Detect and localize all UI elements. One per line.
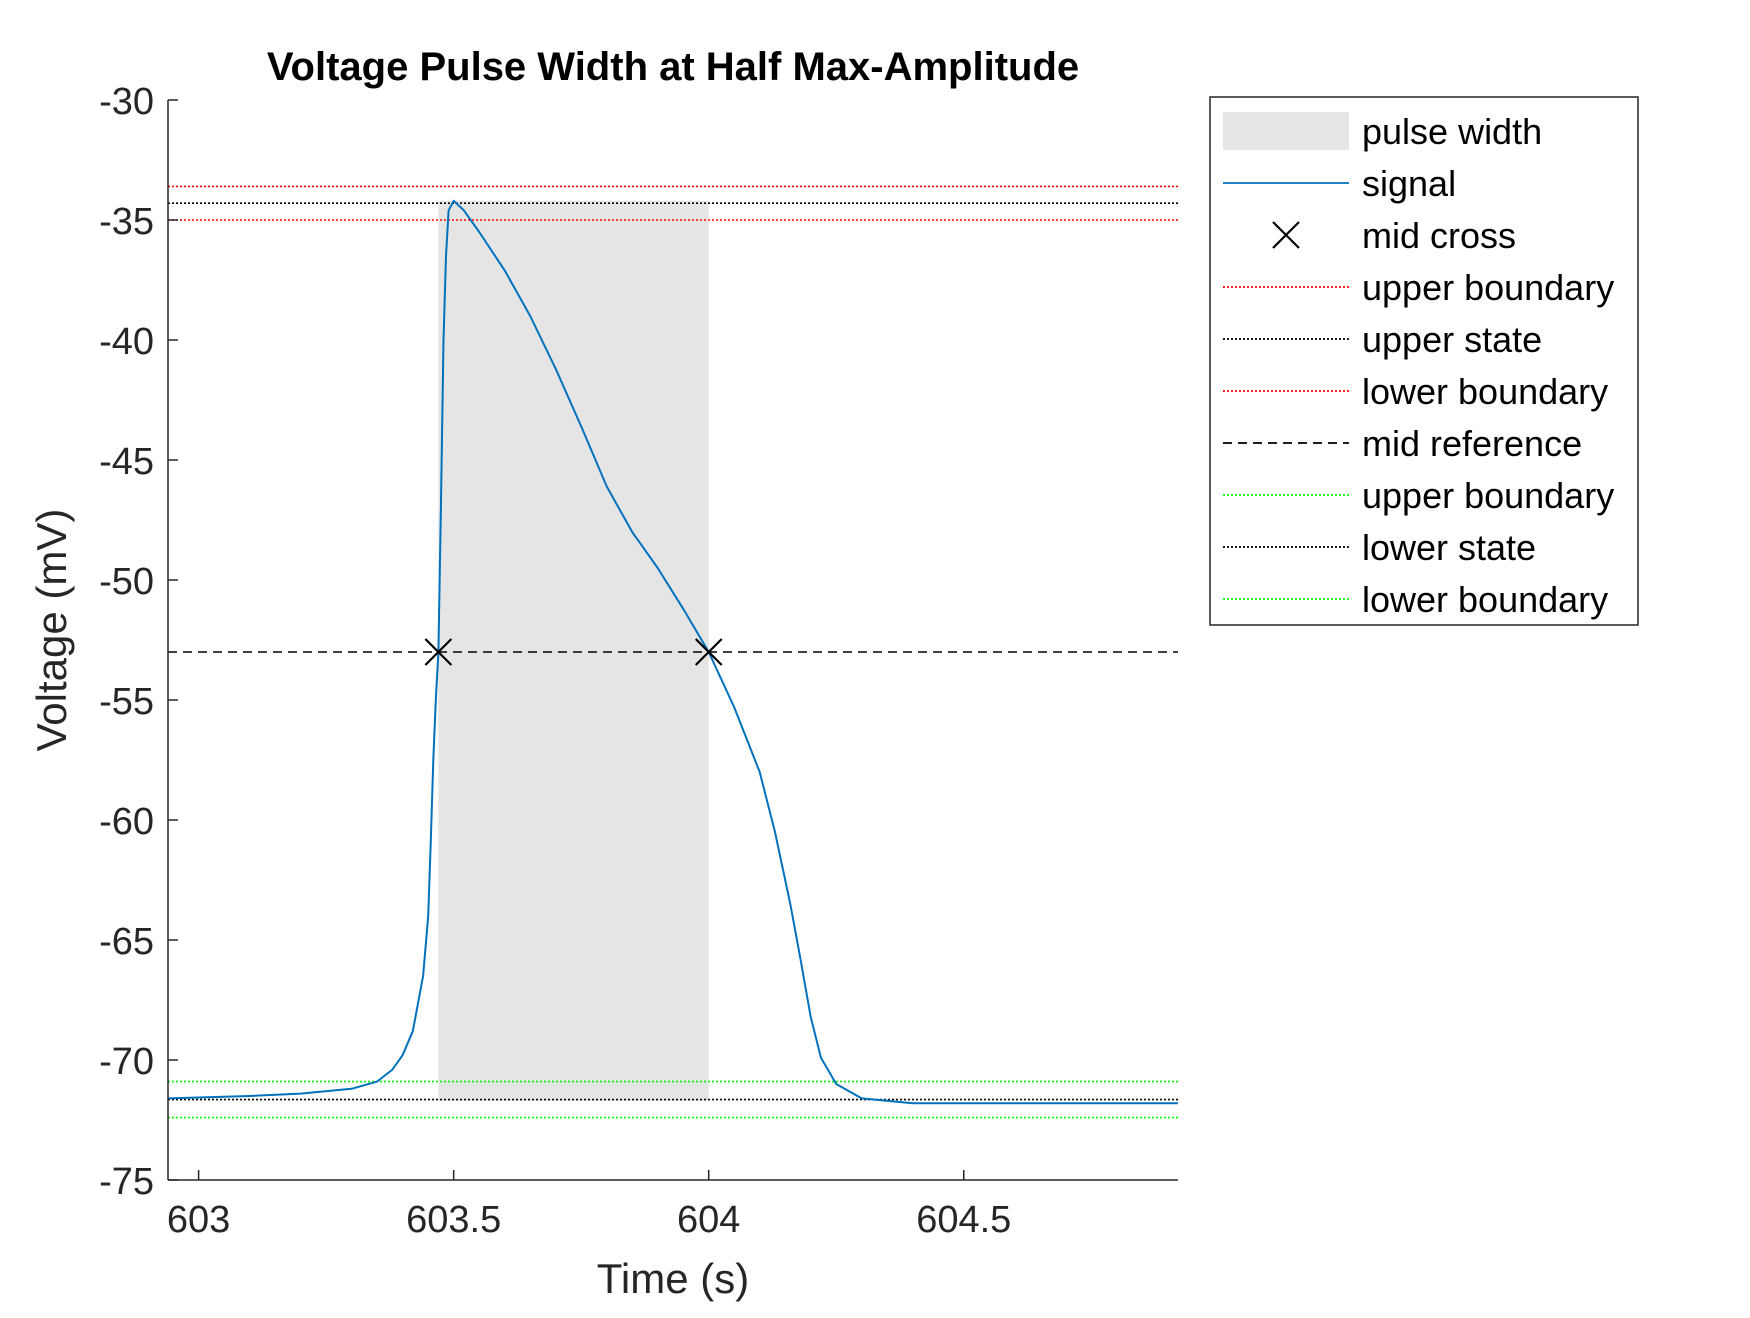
y-tick-label: -35 bbox=[99, 201, 154, 243]
legend-label: upper boundary bbox=[1362, 267, 1614, 308]
mid-cross-marker bbox=[424, 638, 453, 666]
legend-item: lower boundary bbox=[1223, 579, 1608, 620]
pulse-width-band bbox=[438, 200, 709, 1101]
y-tick-label: -50 bbox=[99, 561, 154, 603]
y-tick-label: -60 bbox=[99, 801, 154, 843]
y-tick-label: -65 bbox=[99, 921, 154, 963]
mid-cross-stroke bbox=[694, 638, 723, 666]
x-tick-label: 604 bbox=[677, 1199, 740, 1241]
mid-cross-stroke bbox=[424, 638, 453, 666]
legend-label: pulse width bbox=[1362, 111, 1542, 152]
legend-swatch-patch bbox=[1223, 112, 1349, 150]
y-tick-label: -40 bbox=[99, 321, 154, 363]
signal-line bbox=[168, 199, 1178, 1105]
legend-swatch-marker bbox=[1272, 221, 1300, 249]
legend-label: lower boundary bbox=[1362, 371, 1608, 412]
legend-item: upper boundary bbox=[1223, 267, 1614, 308]
x-tick-label: 603.5 bbox=[406, 1199, 501, 1241]
y-tick-label: -70 bbox=[99, 1041, 154, 1083]
legend-label: upper state bbox=[1362, 319, 1542, 360]
y-tick-label: -55 bbox=[99, 681, 154, 723]
legend-label: lower boundary bbox=[1362, 579, 1608, 620]
data-layer bbox=[168, 185, 1178, 1119]
y-tick-label: -45 bbox=[99, 441, 154, 483]
mid-cross-marker bbox=[694, 638, 723, 666]
legend-item: upper boundary bbox=[1223, 475, 1614, 516]
legend-item: mid cross bbox=[1272, 215, 1516, 256]
legend-label: signal bbox=[1362, 163, 1456, 204]
y-tick-label: -75 bbox=[99, 1161, 154, 1203]
x-axis-label: Time (s) bbox=[597, 1255, 749, 1302]
legend-item: pulse width bbox=[1223, 111, 1542, 152]
legend-item: mid reference bbox=[1223, 423, 1582, 464]
y-tick-label: -30 bbox=[99, 81, 154, 123]
x-tick-label: 604.5 bbox=[916, 1199, 1011, 1241]
plot-area: -30 -35 -40 -45 -50 -55 -60 -65 -70 -75 603 603.5 60… bbox=[99, 81, 1178, 1241]
legend-label: upper boundary bbox=[1362, 475, 1614, 516]
legend-box bbox=[1209, 96, 1639, 626]
legend-item: upper state bbox=[1223, 319, 1542, 360]
legend-item: lower state bbox=[1223, 527, 1536, 568]
chart-title: Voltage Pulse Width at Half Max-Amplitud… bbox=[267, 45, 1079, 89]
legend-item: signal bbox=[1223, 163, 1456, 204]
legend-label: mid reference bbox=[1362, 423, 1582, 464]
x-tick-label: 603 bbox=[167, 1199, 230, 1241]
legend-item: lower boundary bbox=[1223, 371, 1608, 412]
legend-label: lower state bbox=[1362, 527, 1536, 568]
legend: pulse width signal mid cross upper boundary… bbox=[1209, 96, 1639, 626]
y-axis-label: Voltage (mV) bbox=[28, 509, 75, 752]
legend-label: mid cross bbox=[1362, 215, 1516, 256]
